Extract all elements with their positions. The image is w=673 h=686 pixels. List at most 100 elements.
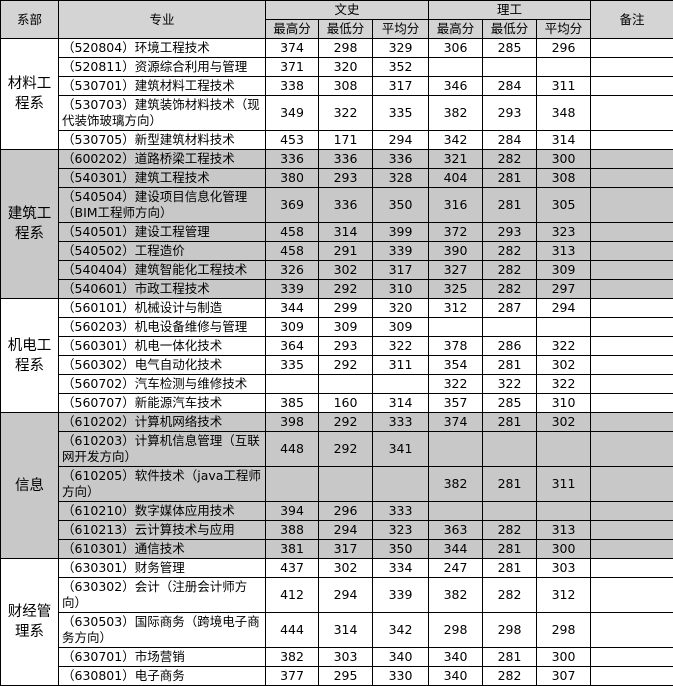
major-cell: （530701）建筑材料工程技术 — [59, 77, 266, 96]
score-cell: 312 — [429, 299, 483, 318]
score-cell: 297 — [537, 280, 591, 299]
score-cell: 247 — [429, 559, 483, 578]
score-cell: 322 — [483, 375, 537, 394]
score-cell: 292 — [319, 413, 373, 432]
score-cell: 322 — [373, 337, 429, 356]
major-cell: （560301）机电一体化技术 — [59, 337, 266, 356]
score-cell: 334 — [373, 559, 429, 578]
score-cell: 316 — [429, 188, 483, 223]
major-cell: （560707）新能源汽车技术 — [59, 394, 266, 413]
score-cell: 309 — [319, 318, 373, 337]
note-cell — [591, 39, 673, 58]
score-cell: 346 — [429, 77, 483, 96]
score-cell: 329 — [373, 39, 429, 58]
score-cell: 287 — [483, 299, 537, 318]
score-cell: 372 — [429, 223, 483, 242]
score-cell: 281 — [483, 467, 537, 502]
score-cell: 388 — [266, 521, 319, 540]
score-cell: 350 — [373, 188, 429, 223]
major-cell: （530705）新型建筑材料技术 — [59, 131, 266, 150]
note-cell — [591, 467, 673, 502]
score-cell: 313 — [537, 242, 591, 261]
score-cell: 437 — [266, 559, 319, 578]
major-cell: （540501）建设工程管理 — [59, 223, 266, 242]
score-cell — [429, 432, 483, 467]
major-cell: （610205）软件技术（java工程师方向） — [59, 467, 266, 502]
score-cell: 309 — [537, 261, 591, 280]
note-cell — [591, 77, 673, 96]
score-cell: 313 — [537, 521, 591, 540]
score-cell: 336 — [373, 150, 429, 169]
score-cell: 284 — [483, 77, 537, 96]
score-cell: 322 — [537, 337, 591, 356]
score-cell: 293 — [319, 337, 373, 356]
score-cell: 380 — [266, 169, 319, 188]
major-cell: （630701）市场营销 — [59, 648, 266, 667]
major-cell: （540301）建筑工程技术 — [59, 169, 266, 188]
major-cell: （560101）机械设计与制造 — [59, 299, 266, 318]
score-cell — [319, 375, 373, 394]
note-cell — [591, 667, 673, 686]
score-cell: 311 — [373, 356, 429, 375]
score-cell: 300 — [537, 540, 591, 559]
note-cell — [591, 502, 673, 521]
score-cell: 282 — [483, 521, 537, 540]
score-cell: 282 — [483, 242, 537, 261]
score-cell: 282 — [483, 280, 537, 299]
score-cell: 317 — [373, 261, 429, 280]
score-cell: 394 — [266, 502, 319, 521]
major-cell: （630801）电子商务 — [59, 667, 266, 686]
score-cell: 453 — [266, 131, 319, 150]
score-cell: 323 — [537, 223, 591, 242]
score-cell: 284 — [483, 131, 537, 150]
major-cell: （540502）工程造价 — [59, 242, 266, 261]
score-cell: 314 — [319, 613, 373, 648]
score-cell: 292 — [319, 432, 373, 467]
score-cell: 300 — [537, 648, 591, 667]
score-cell: 302 — [319, 559, 373, 578]
major-cell: （610210）数字媒体应用技术 — [59, 502, 266, 521]
major-cell: （630302）会计（注册会计师方向） — [59, 578, 266, 613]
score-cell — [483, 432, 537, 467]
score-cell: 348 — [537, 96, 591, 131]
score-cell: 281 — [483, 540, 537, 559]
score-cell — [429, 58, 483, 77]
score-cell: 444 — [266, 613, 319, 648]
score-cell: 322 — [319, 96, 373, 131]
note-cell — [591, 432, 673, 467]
score-cell: 340 — [429, 648, 483, 667]
major-cell: （630301）财务管理 — [59, 559, 266, 578]
score-cell — [537, 58, 591, 77]
score-cell: 302 — [537, 413, 591, 432]
score-cell: 317 — [319, 540, 373, 559]
score-cell: 378 — [429, 337, 483, 356]
major-cell: （540601）市政工程技术 — [59, 280, 266, 299]
score-cell — [429, 502, 483, 521]
score-cell: 281 — [483, 169, 537, 188]
score-cell: 369 — [266, 188, 319, 223]
note-cell — [591, 375, 673, 394]
major-cell: （610213）云计算技术与应用 — [59, 521, 266, 540]
score-cell: 171 — [319, 131, 373, 150]
header-cell: 最低分 — [319, 20, 373, 39]
header-cell: 系部 — [1, 1, 59, 39]
score-cell: 292 — [319, 280, 373, 299]
score-cell: 336 — [319, 188, 373, 223]
score-cell: 294 — [537, 299, 591, 318]
score-cell: 281 — [483, 188, 537, 223]
major-cell: （610202）计算机网络技术 — [59, 413, 266, 432]
score-cell: 390 — [429, 242, 483, 261]
score-cell: 382 — [429, 96, 483, 131]
score-cell: 344 — [266, 299, 319, 318]
note-cell — [591, 521, 673, 540]
